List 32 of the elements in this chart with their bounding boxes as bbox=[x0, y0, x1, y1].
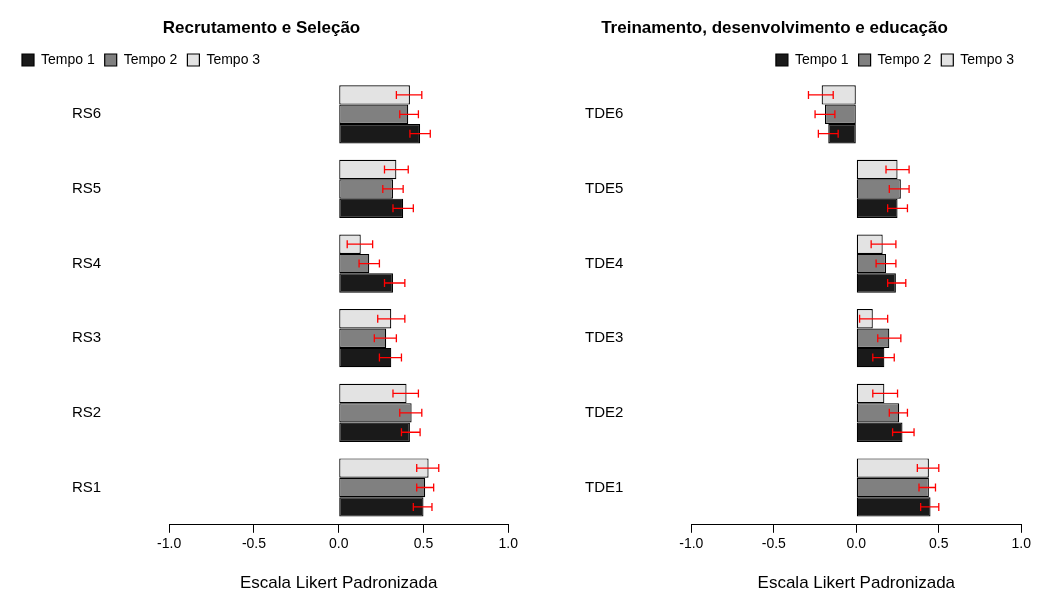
y-tick-label: RS2 bbox=[71, 402, 102, 420]
x-tick-label: 0.0 bbox=[846, 535, 867, 552]
y-tick-label: TDE6 bbox=[585, 104, 624, 122]
chart-title: Treinamento, desenvolvimento e educação bbox=[601, 18, 948, 38]
x-tick-label: 0.5 bbox=[413, 535, 434, 552]
legend-label: Tempo 3 bbox=[206, 50, 261, 67]
x-tick-label: -0.5 bbox=[241, 535, 267, 552]
x-tick-label: -1.0 bbox=[679, 535, 704, 552]
y-tick-label: RS3 bbox=[71, 328, 102, 346]
chart-title: Recrutamento e Seleção bbox=[162, 18, 361, 38]
legend-label: Tempo 2 bbox=[123, 50, 178, 67]
x-tick-label: 0.5 bbox=[929, 535, 949, 552]
legend-label: Tempo 3 bbox=[960, 50, 1015, 67]
x-tick-label: 1.0 bbox=[1011, 535, 1032, 552]
x-tick-label: -1.0 bbox=[157, 535, 182, 552]
y-tick-label: TDE3 bbox=[585, 328, 624, 346]
x-tick-label: 1.0 bbox=[498, 535, 519, 552]
legend-label: Tempo 2 bbox=[877, 50, 932, 67]
x-axis-title: Escala Likert Padronizada bbox=[757, 573, 956, 593]
y-tick-label: TDE2 bbox=[585, 402, 624, 420]
x-tick-label: 0.0 bbox=[328, 535, 349, 552]
y-tick-label: RS6 bbox=[71, 104, 102, 122]
y-tick-label: RS4 bbox=[71, 253, 102, 271]
y-tick-label: TDE4 bbox=[585, 253, 624, 271]
y-tick-label: RS5 bbox=[71, 179, 102, 197]
y-tick-label: TDE1 bbox=[585, 477, 624, 495]
legend-label: Tempo 1 bbox=[794, 50, 849, 67]
y-tick-label: TDE5 bbox=[585, 179, 624, 197]
y-tick-label: RS1 bbox=[71, 477, 102, 495]
x-tick-label: -0.5 bbox=[761, 535, 787, 552]
legend-label: Tempo 1 bbox=[41, 50, 95, 67]
x-axis-title: Escala Likert Padronizada bbox=[239, 573, 439, 593]
